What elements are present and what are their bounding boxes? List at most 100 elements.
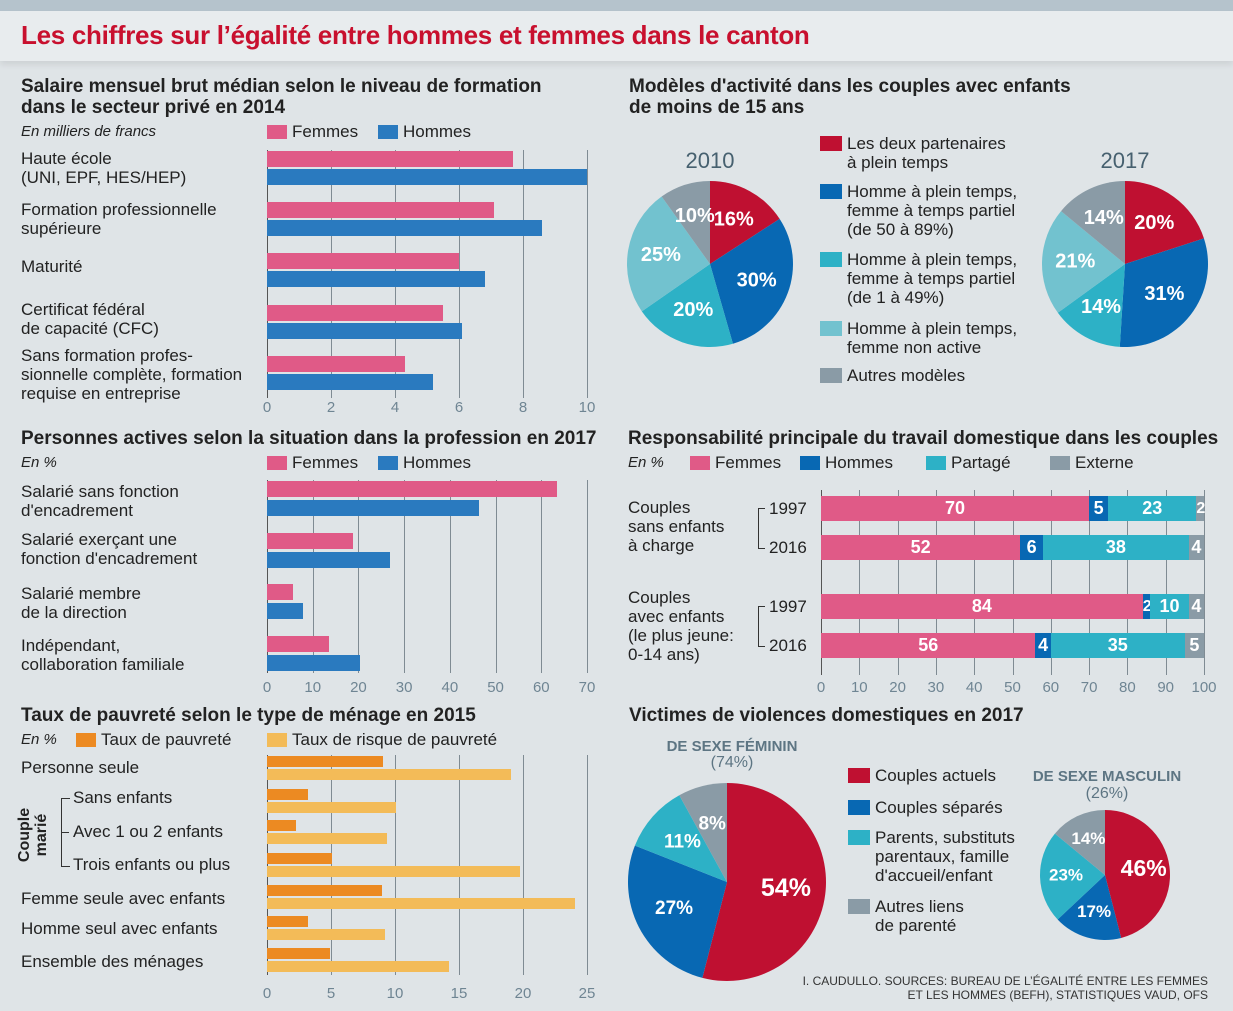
gridline bbox=[449, 480, 451, 673]
x-tick-label: 20 bbox=[889, 679, 906, 696]
year-label: 2016 bbox=[769, 538, 807, 557]
stacked-segment: 4 bbox=[1188, 535, 1204, 560]
pie-slice bbox=[710, 218, 793, 344]
bar-a bbox=[267, 853, 333, 864]
x-tick-label: 60 bbox=[532, 679, 550, 696]
pie-slice bbox=[1041, 211, 1125, 313]
legend-item: Externe bbox=[1050, 453, 1134, 473]
legend-swatch bbox=[820, 252, 842, 267]
x-tick-label: 100 bbox=[1191, 679, 1217, 696]
legend-swatch bbox=[848, 768, 870, 783]
bar-b bbox=[267, 802, 397, 813]
category-label: Maturité bbox=[21, 257, 83, 276]
category-label: Femme seule avec enfants bbox=[21, 889, 226, 908]
x-tick-label: 8 bbox=[518, 399, 528, 416]
year-label: 1997 bbox=[769, 597, 807, 616]
legend-pauvrete: Taux de pauvreté bbox=[76, 730, 231, 750]
bar-b bbox=[267, 929, 385, 940]
pie-slice bbox=[1054, 810, 1105, 875]
legend-swatch bbox=[1050, 456, 1070, 470]
x-tick-label: 4 bbox=[390, 399, 400, 416]
gridline bbox=[1012, 490, 1014, 675]
x-tick-label: 80 bbox=[1119, 679, 1136, 696]
legend-hommes: Hommes bbox=[378, 453, 471, 473]
legend-swatch bbox=[848, 899, 870, 914]
category-label: Trois enfants ou plus bbox=[73, 855, 231, 874]
pie-value-label: 17% bbox=[1077, 902, 1111, 921]
stacked-segment: 6 bbox=[1020, 535, 1044, 560]
bar-b bbox=[267, 961, 449, 972]
category-label: Sans formation profes- sionnelle complèt… bbox=[21, 346, 243, 403]
x-tick-label: 0 bbox=[262, 985, 272, 1002]
bar-a bbox=[267, 584, 294, 600]
legend-swatch bbox=[690, 456, 710, 470]
category-label: Indépendant, collaboration familiale bbox=[21, 636, 185, 674]
pie-value-label: 14% bbox=[1071, 829, 1105, 848]
bar-b bbox=[267, 898, 576, 909]
bar-a bbox=[267, 533, 353, 549]
bar-a bbox=[267, 789, 308, 800]
legend-swatch bbox=[800, 456, 820, 470]
stacked-segment: 4 bbox=[1035, 633, 1051, 658]
x-tick-label: 15 bbox=[450, 985, 468, 1002]
pie-value-label: 10% bbox=[675, 205, 715, 227]
x-tick-label: 25 bbox=[578, 985, 596, 1002]
source-credit: I. CAUDULLO. SOURCES: BUREAU DE L’ÉGALIT… bbox=[802, 974, 1208, 1002]
bar-b bbox=[267, 552, 390, 568]
legend-label: Femmes bbox=[292, 453, 359, 472]
pie-slice bbox=[710, 181, 780, 264]
stacked-segment: 56 bbox=[821, 633, 1036, 658]
legend-swatch bbox=[378, 125, 398, 139]
gridline bbox=[459, 755, 460, 975]
title-band bbox=[0, 11, 1233, 61]
pie-slice bbox=[661, 181, 710, 264]
x-tick-label: 10 bbox=[386, 985, 404, 1002]
legend-label: Taux de risque de pauvreté bbox=[292, 730, 498, 749]
bar-b bbox=[267, 374, 434, 390]
domestic-chart-title: Responsabilité principale du travail dom… bbox=[628, 428, 1219, 449]
legend-item: Couples séparés bbox=[848, 798, 1003, 817]
bar-a bbox=[267, 202, 495, 218]
x-tick-label: 20 bbox=[514, 985, 532, 1002]
pie-slice bbox=[634, 795, 727, 882]
x-tick-label: 10 bbox=[304, 679, 322, 696]
stacked-segment: 70 bbox=[821, 496, 1090, 521]
pie-slice bbox=[1125, 181, 1204, 264]
gridline bbox=[267, 480, 268, 673]
legend-item: Femmes bbox=[690, 453, 781, 473]
x-tick-label: 70 bbox=[1080, 679, 1098, 696]
legend-swatch bbox=[378, 456, 398, 470]
year-bracket bbox=[758, 606, 765, 647]
legend-label: Femmes bbox=[292, 122, 359, 141]
pie-slice bbox=[702, 783, 826, 981]
bar-b bbox=[267, 220, 543, 236]
bar-b bbox=[267, 500, 480, 516]
gridline bbox=[1127, 490, 1129, 675]
stacked-segment: 10 bbox=[1150, 594, 1189, 619]
legend-swatch bbox=[267, 125, 287, 139]
pie-value-label: 25% bbox=[641, 244, 681, 266]
pie-slice bbox=[641, 264, 733, 347]
pie-slice bbox=[1061, 181, 1125, 264]
gridline bbox=[1165, 490, 1167, 675]
bar-a bbox=[267, 636, 330, 652]
poverty-chart-title: Taux de pauvreté selon le type de ménage… bbox=[21, 705, 476, 726]
gridline bbox=[523, 755, 524, 975]
legend-risque: Taux de risque de pauvreté bbox=[267, 730, 497, 750]
legend-label: Taux de pauvreté bbox=[101, 730, 232, 749]
gridline bbox=[523, 150, 524, 398]
gridline bbox=[1050, 490, 1052, 675]
bar-a bbox=[267, 885, 383, 896]
bar-b bbox=[267, 603, 304, 619]
pie-year-2017: 2017 bbox=[1100, 148, 1150, 173]
stacked-segment: 52 bbox=[821, 535, 1021, 560]
bar-b bbox=[267, 866, 521, 877]
domestic-chart-subtitle: En % bbox=[628, 454, 664, 471]
gridline bbox=[974, 490, 976, 675]
x-tick-label: 90 bbox=[1157, 679, 1175, 696]
gridline bbox=[395, 755, 396, 975]
pie-year-2010: 2010 bbox=[685, 148, 735, 173]
legend-label: Autres modèles bbox=[847, 366, 966, 385]
bar-b bbox=[267, 271, 485, 287]
